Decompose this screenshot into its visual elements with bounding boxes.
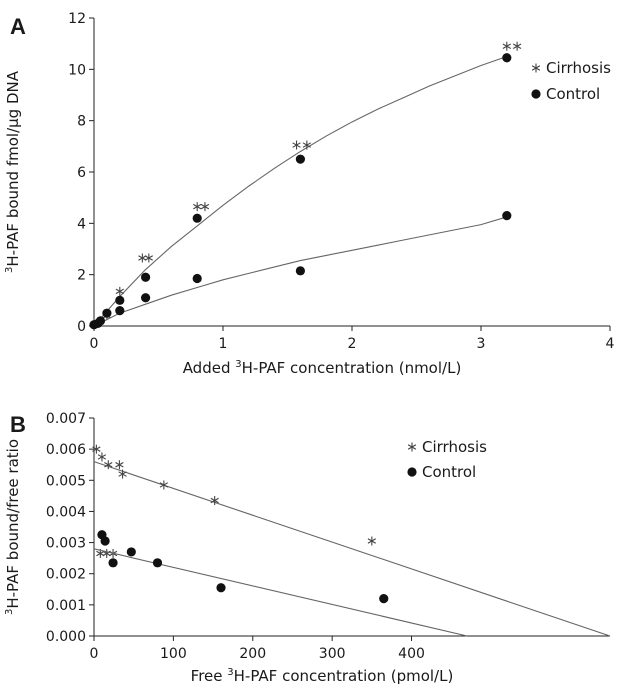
control-point (295, 266, 305, 276)
cirrhosis-point (115, 460, 124, 470)
control-point (379, 594, 389, 604)
legend-cirrhosis-marker (531, 63, 541, 73)
control-point (100, 536, 110, 546)
cirrhosis-point (193, 202, 202, 212)
y-axis-title-part: H-PAF bound fmol/μg DNA (4, 70, 22, 266)
legend: Cirrhosis Control (407, 438, 487, 481)
y-tick-label: 0.005 (46, 473, 86, 489)
y-tick-label: 0.002 (46, 567, 86, 583)
y-tick-label: 10 (68, 62, 86, 78)
cirrhosis-point (302, 140, 312, 150)
cirrhosis-point (292, 140, 301, 150)
x-axis-title-sup: 3 (235, 359, 241, 370)
legend-cirrhosis-label: Cirrhosis (422, 438, 487, 456)
x-tick-label: 4 (606, 336, 615, 352)
legend-control-marker (407, 467, 417, 477)
control-point (115, 295, 125, 305)
control-fit-line (93, 548, 468, 637)
cirrhosis-point (144, 253, 153, 263)
y-tick-label: 0.000 (46, 629, 86, 645)
y-tick-label: 0.001 (46, 598, 86, 614)
cirrhosis-point (502, 41, 511, 51)
cirrhosis-point (512, 41, 522, 51)
y-axis-title: 3H-PAF bound fmol/μg DNA (4, 70, 22, 273)
cirrhosis-point (92, 444, 101, 454)
cirrhosis-point (210, 496, 219, 506)
control-point (115, 306, 125, 316)
y-tick-label: 4 (77, 216, 86, 232)
control-point (502, 53, 512, 63)
x-tick-label: 200 (239, 646, 266, 662)
cirrhosis-point (159, 480, 169, 490)
x-axis-title-part: Free (191, 667, 228, 685)
y-tick-label: 0.006 (46, 442, 86, 458)
cirrhosis-point (367, 536, 377, 546)
legend-control-label: Control (422, 463, 476, 481)
control-point (141, 272, 151, 282)
y-tick-label: 12 (68, 11, 86, 27)
y-tick-label: 0.004 (46, 504, 86, 520)
y-tick-label: 8 (77, 114, 86, 130)
legend-cirrhosis-marker (407, 442, 417, 452)
x-tick-label: 0 (90, 336, 99, 352)
x-axis-title-part: H-PAF concentration (nmol/L) (242, 359, 462, 377)
control-point (152, 558, 163, 568)
cirrhosis-fit-line (93, 461, 611, 637)
x-tick-label: 1 (219, 336, 228, 352)
control-point (502, 211, 512, 221)
cirrhosis-point (115, 286, 124, 296)
y-tick-label: 6 (77, 165, 86, 181)
x-tick-label: 3 (477, 336, 486, 352)
panel-letter: A (10, 14, 26, 39)
cirrhosis-point (138, 253, 147, 263)
panel-letter: B (10, 412, 26, 437)
control-fit-line (93, 216, 507, 327)
control-point (102, 308, 112, 318)
y-tick-label: 2 (77, 268, 86, 284)
x-axis-title-sup: 3 (227, 667, 233, 678)
cirrhosis-point (118, 469, 127, 479)
x-axis-title: Free 3H-PAF concentration (pmol/L) (191, 667, 454, 685)
control-point (108, 558, 118, 568)
cirrhosis-point (104, 460, 113, 470)
control-point (192, 273, 202, 284)
control-point (216, 583, 226, 593)
legend-control-label: Control (546, 85, 600, 103)
panel-b: B 0.000 0.001 0.002 0.003 0.004 0.005 0.006 0.00… (4, 411, 611, 685)
control-point (141, 293, 151, 303)
x-tick-label: 2 (348, 336, 357, 352)
cirrhosis-point (97, 452, 107, 462)
control-point (295, 154, 305, 164)
control-point (192, 213, 202, 223)
y-axis-title-sup: 3 (4, 267, 15, 273)
legend-cirrhosis-label: Cirrhosis (546, 59, 611, 77)
x-tick-label: 300 (319, 646, 346, 662)
y-axis-title-sup: 3 (4, 609, 15, 615)
x-tick-label: 0 (90, 646, 99, 662)
legend: Cirrhosis Control (531, 59, 611, 103)
x-axis-title: Added 3H-PAF concentration (nmol/L) (183, 359, 462, 377)
cirrhosis-point (200, 202, 210, 212)
cirrhosis-fit-line (93, 55, 507, 327)
x-tick-label: 100 (160, 646, 187, 662)
x-axis-title-part: H-PAF concentration (pmol/L) (234, 667, 454, 685)
y-axis-title-part: H-PAF bound/free ratio (4, 439, 22, 609)
y-tick-label: 0 (77, 319, 86, 335)
x-axis-title-part: Added (183, 359, 236, 377)
y-tick-label: 0.003 (46, 536, 86, 552)
x-tick-label: 400 (398, 646, 425, 662)
control-point (126, 547, 136, 557)
cirrhosis-point (102, 548, 111, 558)
y-axis-title: 3H-PAF bound/free ratio (4, 439, 22, 615)
y-tick-label: 0.007 (46, 411, 86, 427)
control-point (95, 316, 106, 326)
legend-control-marker (531, 89, 541, 99)
